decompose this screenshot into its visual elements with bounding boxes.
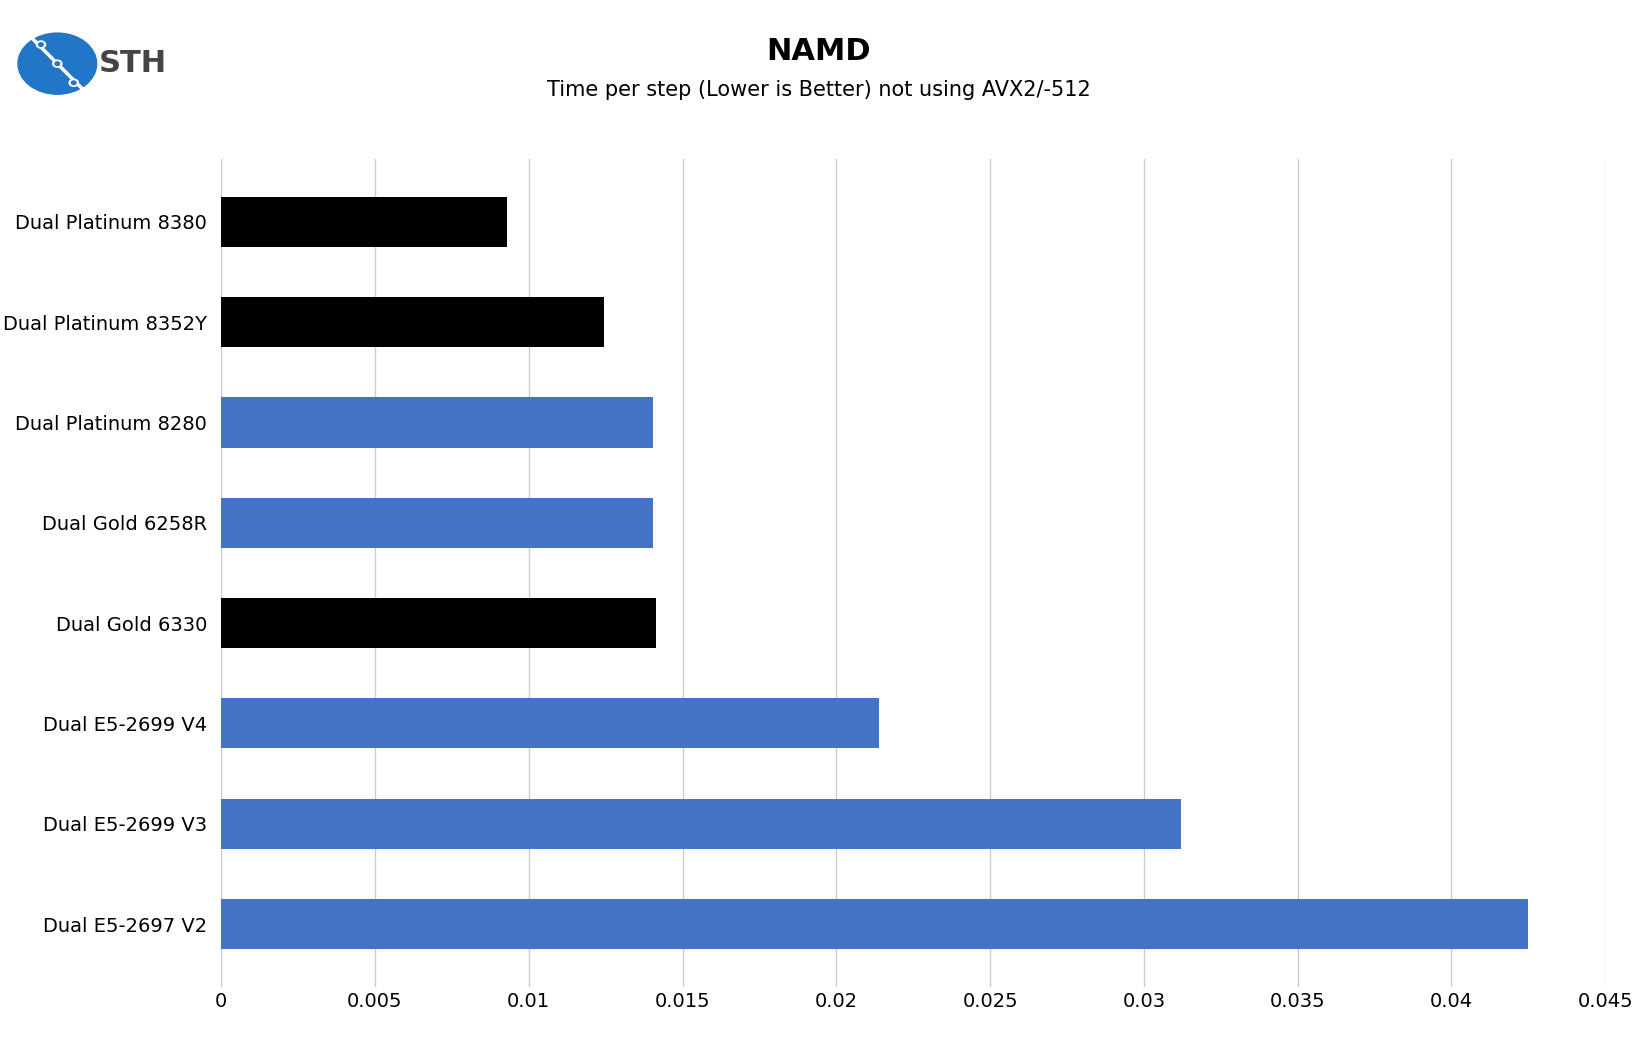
Bar bbox=[221, 297, 604, 347]
Circle shape bbox=[56, 62, 59, 66]
Bar bbox=[221, 799, 1181, 849]
Circle shape bbox=[52, 60, 62, 67]
Bar bbox=[221, 598, 657, 648]
Circle shape bbox=[39, 42, 43, 47]
Bar bbox=[221, 196, 508, 247]
Circle shape bbox=[69, 80, 79, 86]
Bar bbox=[221, 698, 880, 748]
Text: NAMD: NAMD bbox=[767, 37, 871, 66]
Bar bbox=[221, 899, 1528, 950]
Bar bbox=[221, 498, 654, 547]
Circle shape bbox=[72, 81, 75, 85]
Circle shape bbox=[18, 33, 97, 94]
Bar bbox=[221, 398, 654, 448]
Text: Time per step (Lower is Better) not using AVX2/-512: Time per step (Lower is Better) not usin… bbox=[547, 80, 1091, 100]
Circle shape bbox=[36, 41, 46, 48]
Text: STH: STH bbox=[98, 49, 167, 79]
